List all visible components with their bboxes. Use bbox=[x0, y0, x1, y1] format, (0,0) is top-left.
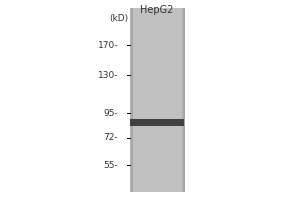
Bar bbox=[131, 8, 133, 192]
Bar bbox=[184, 8, 185, 192]
Bar bbox=[184, 8, 185, 192]
Bar bbox=[183, 8, 185, 192]
Bar bbox=[182, 8, 185, 192]
Bar bbox=[132, 8, 133, 192]
Text: HepG2: HepG2 bbox=[140, 5, 174, 15]
Bar bbox=[131, 8, 133, 192]
Bar bbox=[130, 8, 133, 192]
Bar bbox=[130, 118, 184, 126]
Bar bbox=[182, 8, 185, 192]
Text: 170-: 170- bbox=[98, 40, 118, 49]
Bar bbox=[184, 8, 185, 192]
Text: 95-: 95- bbox=[103, 108, 118, 117]
Bar bbox=[130, 8, 133, 192]
Text: 55-: 55- bbox=[103, 160, 118, 170]
Text: (kD): (kD) bbox=[109, 14, 128, 23]
Bar bbox=[131, 8, 133, 192]
Bar bbox=[130, 8, 185, 192]
Text: 130-: 130- bbox=[98, 71, 118, 79]
Text: 72-: 72- bbox=[103, 134, 118, 142]
Bar bbox=[132, 8, 133, 192]
Bar bbox=[183, 8, 185, 192]
Bar bbox=[184, 8, 185, 192]
